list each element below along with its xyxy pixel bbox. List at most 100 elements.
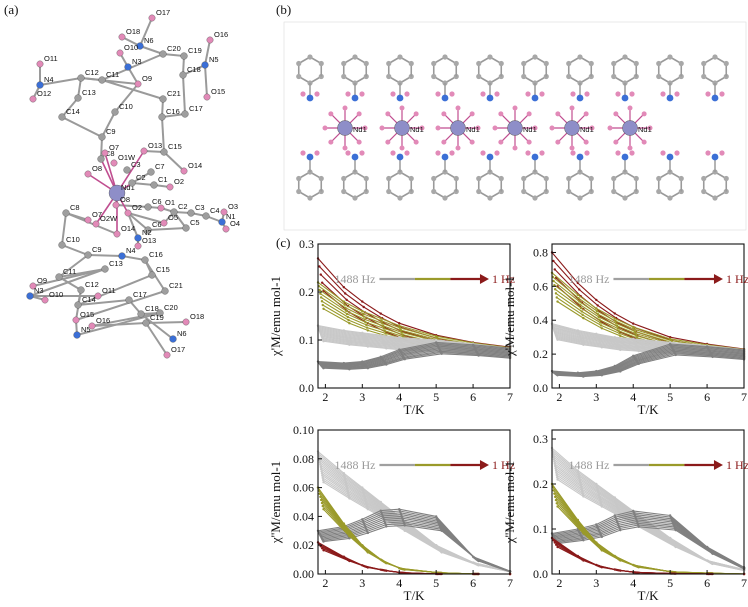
oxygen-atom [435, 125, 441, 131]
data-point [553, 495, 557, 499]
carbon-atom [476, 60, 482, 67]
atom-label: C20 [167, 44, 181, 53]
data-point [344, 292, 347, 295]
atom-c12 [77, 286, 85, 294]
data-point [600, 505, 604, 508]
data-point [382, 327, 386, 330]
data-point [345, 312, 349, 316]
series-line [320, 464, 511, 572]
atom-label: C17 [189, 104, 203, 113]
oxygen-atom [705, 150, 711, 156]
data-point [361, 312, 365, 316]
data-point [581, 313, 584, 316]
data-point [403, 529, 406, 532]
data-point [477, 559, 480, 563]
atom-label: N5 [81, 325, 91, 334]
atom-c2 [128, 179, 136, 187]
x-tick-label: 3 [593, 390, 599, 404]
nd-atom [394, 120, 410, 136]
data-point [365, 326, 369, 329]
data-point [401, 517, 404, 520]
oxygen-atom [356, 139, 362, 145]
data-point [348, 535, 351, 538]
oxygen-atom [719, 150, 725, 156]
data-point [365, 323, 368, 327]
data-point [555, 296, 558, 299]
data-point [363, 318, 366, 321]
oxygen-atom [607, 125, 613, 131]
y-tick-label: 0.6 [533, 279, 548, 293]
data-point [554, 469, 558, 472]
nitrogen-atom [576, 153, 584, 161]
x-tick-label: 2 [556, 390, 562, 404]
atom-label: C1 [158, 175, 168, 184]
atom-c15 [148, 271, 156, 279]
data-point [619, 569, 622, 572]
oxygen-atom [613, 111, 619, 117]
data-point [674, 528, 677, 532]
data-point [576, 293, 580, 297]
carbon-atom [386, 73, 392, 80]
atom-label: C10 [119, 102, 133, 111]
y-tick-label: 0.3 [533, 432, 548, 446]
carbon-atom [487, 54, 493, 60]
atom-c10 [111, 108, 119, 116]
carbon-atom [307, 54, 313, 60]
atom-label: O17 [171, 345, 185, 354]
data-point [380, 319, 383, 323]
nd-atom [564, 120, 580, 136]
atom-c8 [97, 155, 105, 163]
y-tick-label: 0.0 [533, 381, 548, 395]
carbon-atom [397, 54, 403, 60]
axes-frame [551, 429, 745, 575]
atom-c5 [182, 224, 190, 232]
data-point [576, 281, 580, 285]
atom-c13 [74, 94, 82, 102]
data-point [554, 543, 558, 546]
oxygen-atom [674, 150, 680, 156]
data-point [595, 298, 598, 302]
data-point [379, 312, 382, 315]
carbon-atom [577, 195, 583, 201]
carbon-atom [588, 60, 594, 67]
oxygen-atom [385, 139, 391, 145]
carbon-atom [611, 188, 617, 195]
oxygen-atom [526, 139, 532, 145]
series-line [321, 348, 511, 368]
data-point [348, 322, 351, 325]
atom-o9 [29, 282, 37, 290]
atom-c20 [156, 309, 164, 317]
bond [61, 116, 103, 138]
carbon-atom [487, 195, 493, 201]
data-point [348, 537, 351, 540]
oxygen-atom [570, 150, 576, 156]
data-point [637, 525, 640, 528]
atom-c8 [62, 209, 70, 217]
atom-o4 [222, 225, 230, 233]
oxygen-atom [570, 91, 576, 97]
atom-label: O2 [174, 177, 184, 186]
atom-c3 [187, 209, 195, 217]
data-point [553, 492, 556, 495]
x-tick-label: 6 [470, 390, 476, 404]
atom-label: O18 [190, 312, 204, 321]
data-point [554, 292, 558, 295]
series-line [318, 457, 511, 572]
atom-label: C17 [133, 290, 147, 299]
atom-o7 [101, 149, 109, 157]
carbon-atom [566, 60, 572, 67]
freq-start-label: 1488 Hz [568, 272, 609, 286]
data-point [362, 305, 365, 309]
carbon-atom [543, 175, 549, 182]
carbon-atom [723, 175, 729, 182]
y-tick-label: 0.4 [533, 313, 548, 327]
atom-c15 [160, 148, 168, 156]
carbon-atom [442, 54, 448, 60]
oxygen-atom [498, 139, 504, 145]
atom-label: O13 [142, 236, 156, 245]
atom-o5 [160, 219, 168, 227]
atom-o7 [84, 216, 92, 224]
carbon-atom [633, 60, 639, 67]
y-axis-label: χ'M/emu mol-1 [268, 276, 283, 357]
atom-label: C13 [82, 88, 96, 97]
